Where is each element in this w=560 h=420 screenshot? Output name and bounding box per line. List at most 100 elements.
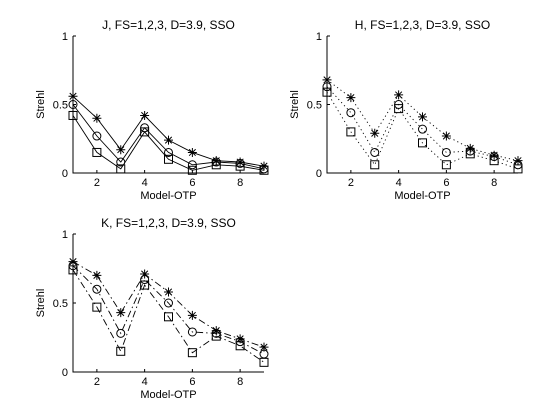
y-tick-label: 0.5 <box>307 100 322 112</box>
x-tick-label: 4 <box>396 177 402 189</box>
y-tick-label: 1 <box>62 31 68 43</box>
star-marker <box>140 269 150 279</box>
y-tick-label: 0 <box>62 168 68 180</box>
star-marker <box>116 145 126 155</box>
x-tick-label: 8 <box>237 376 243 388</box>
x-tick-label: 6 <box>189 376 195 388</box>
square-marker <box>92 302 102 312</box>
circle-marker <box>164 147 173 157</box>
subplot-3: 2 4 6 8 0 0.5 1 K, FS=1,2,3, D=3.9, SSO Model-OT… <box>35 216 269 401</box>
circle-marker <box>140 275 150 285</box>
x-tick-label: 8 <box>491 177 497 189</box>
square-marker <box>68 265 78 275</box>
circle-marker <box>116 328 126 338</box>
y-tick-label: 0.5 <box>53 100 68 112</box>
y-tick-label: 1 <box>62 229 68 241</box>
subplot-2: 2 4 6 8 0 0.5 1 H, FS=1,2,3, D=3.9, SSO Model-OT… <box>289 18 523 202</box>
x-tick-label: 2 <box>94 177 100 189</box>
circle-marker <box>418 124 427 134</box>
series-line <box>72 265 265 355</box>
square-marker <box>92 147 102 157</box>
square-marker <box>211 160 221 170</box>
star-marker <box>187 147 197 157</box>
star-marker <box>211 326 221 336</box>
circle-marker <box>187 327 197 337</box>
star-marker <box>465 143 475 153</box>
square-marker <box>235 161 245 171</box>
x-axis-label: Model-OTP <box>140 389 196 401</box>
star-marker <box>259 342 269 352</box>
square-marker <box>140 280 150 290</box>
x-axis-label: Model-OTP <box>140 190 196 202</box>
y-axis-label: Strehl <box>35 90 47 119</box>
square-marker <box>68 110 78 120</box>
square-marker <box>259 165 269 175</box>
series-line <box>326 91 519 170</box>
subplot-1: 2 4 6 8 0 0.5 1 J, FS=1,2,3, D=3.9, SSO Model-OT… <box>35 18 269 202</box>
x-tick-label: 2 <box>94 376 100 388</box>
star-marker <box>441 131 451 141</box>
star-marker <box>164 287 173 297</box>
chart-title: J, FS=1,2,3, D=3.9, SSO <box>102 18 235 32</box>
star-marker <box>418 112 427 122</box>
x-tick-label: 4 <box>142 376 148 388</box>
star-marker <box>394 90 404 100</box>
circle-marker <box>370 147 380 157</box>
series-square <box>68 265 269 367</box>
square-marker <box>235 341 245 351</box>
series-line <box>72 261 265 348</box>
series-line <box>72 269 265 363</box>
series-line <box>72 115 265 171</box>
star-marker <box>322 75 332 85</box>
square-marker <box>187 165 197 175</box>
x-tick-label: 2 <box>348 177 354 189</box>
series-line <box>326 86 519 166</box>
circle-marker <box>441 147 451 157</box>
star-marker <box>164 135 173 145</box>
circle-marker <box>164 298 173 308</box>
square-marker <box>489 156 499 166</box>
x-tick-label: 6 <box>189 177 195 189</box>
square-marker <box>346 127 356 137</box>
square-marker <box>370 160 380 170</box>
x-tick-label: 6 <box>443 177 449 189</box>
circle-marker <box>68 100 78 109</box>
chart-title: K, FS=1,2,3, D=3.9, SSO <box>101 216 236 230</box>
y-tick-label: 1 <box>316 31 322 43</box>
series-circle <box>68 261 269 359</box>
square-marker <box>187 348 197 358</box>
y-tick-label: 0 <box>62 367 68 379</box>
star-marker <box>187 310 197 320</box>
star-marker <box>346 93 356 103</box>
series-star <box>322 75 523 166</box>
star-marker <box>92 270 102 280</box>
square-marker <box>418 138 427 148</box>
square-marker <box>140 127 150 137</box>
chart-title: H, FS=1,2,3, D=3.9, SSO <box>355 18 490 32</box>
series-square <box>322 87 523 174</box>
star-marker <box>140 110 150 120</box>
circle-marker <box>92 284 102 294</box>
square-marker <box>394 104 404 114</box>
star-marker <box>92 113 102 123</box>
square-marker <box>164 312 173 322</box>
series-line <box>72 104 265 170</box>
star-marker <box>116 308 126 318</box>
star-marker <box>68 91 78 101</box>
square-marker <box>259 357 269 367</box>
y-axis-label: Strehl <box>35 289 47 318</box>
square-marker <box>116 346 126 356</box>
circle-marker <box>346 108 356 118</box>
square-marker <box>164 154 173 164</box>
x-tick-label: 4 <box>142 177 148 189</box>
y-tick-label: 0 <box>316 168 322 180</box>
square-marker <box>513 164 523 174</box>
y-tick-label: 0.5 <box>53 298 68 310</box>
y-axis-label: Strehl <box>289 90 301 119</box>
x-tick-label: 8 <box>237 177 243 189</box>
star-marker <box>235 334 245 344</box>
circle-marker <box>92 131 102 141</box>
square-marker <box>441 160 451 170</box>
circle-marker <box>187 160 197 170</box>
